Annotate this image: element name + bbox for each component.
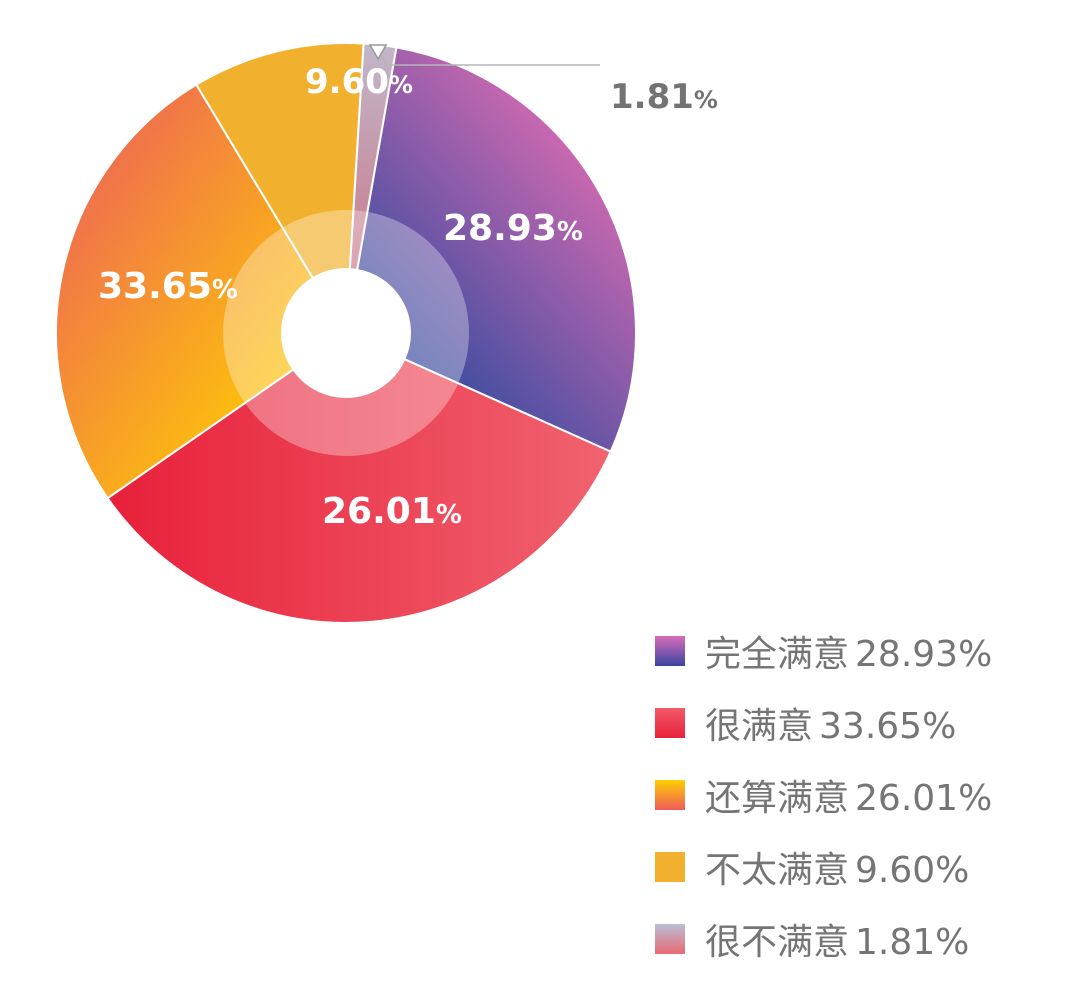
legend-swatch <box>655 924 685 954</box>
legend-item-fairly-satisfied[interactable]: 还算满意 26.01% <box>655 759 992 831</box>
legend-value: 9.60% <box>855 850 970 891</box>
slice-label-very-satisfied: 28.93% <box>443 208 583 249</box>
inner-ring-fairly-satisfied <box>223 227 313 404</box>
legend-item-not-very-satisfied[interactable]: 不太满意 9.60% <box>655 831 992 903</box>
inner-ring-very-satisfied <box>357 211 469 384</box>
legend-label: 不太满意 <box>705 850 850 891</box>
legend-label: 很不满意 <box>705 922 850 963</box>
legend-swatch <box>655 636 685 666</box>
donut-hole <box>282 269 410 397</box>
inner-ring-very-dissatisfied <box>349 210 368 270</box>
legend-value: 26.01% <box>855 778 993 819</box>
legend-value: 33.65% <box>819 706 957 747</box>
legend-label: 很满意 <box>705 706 814 747</box>
legend-value: 28.93% <box>855 634 993 675</box>
marker-icon <box>368 44 388 61</box>
inner-ring-satisfied <box>244 359 459 456</box>
inner-ring-overlay <box>223 209 469 456</box>
legend-item-very-dissatisfied[interactable]: 很不满意 1.81% <box>655 903 992 975</box>
legend-label: 还算满意 <box>705 778 850 819</box>
legend-value: 1.81% <box>855 922 970 963</box>
slice-label-very-dissatisfied: 1.81% <box>610 77 718 117</box>
legend-item-very-satisfied[interactable]: 完全满意 28.93% <box>655 615 992 687</box>
legend-swatch <box>655 852 685 882</box>
inner-ring-not-very-satisfied <box>282 209 354 279</box>
legend-label: 完全满意 <box>705 634 850 675</box>
legend-swatch <box>655 708 685 738</box>
slice-label-not-very-satisfied: 9.60% <box>305 62 413 102</box>
label-group: 28.93% 33.65% 26.01% 9.60% 1.81% <box>98 44 718 532</box>
legend-item-satisfied[interactable]: 很满意 33.65% <box>655 687 992 759</box>
legend-swatch <box>655 780 685 810</box>
legend: 完全满意 28.93% 很满意 33.65% 还算满意 26.01% 不太满意 9.60… <box>655 615 992 975</box>
leader-line <box>378 52 600 66</box>
slice-label-fairly-satisfied: 26.01% <box>322 491 462 532</box>
slice-label-satisfied: 33.65% <box>98 266 238 307</box>
